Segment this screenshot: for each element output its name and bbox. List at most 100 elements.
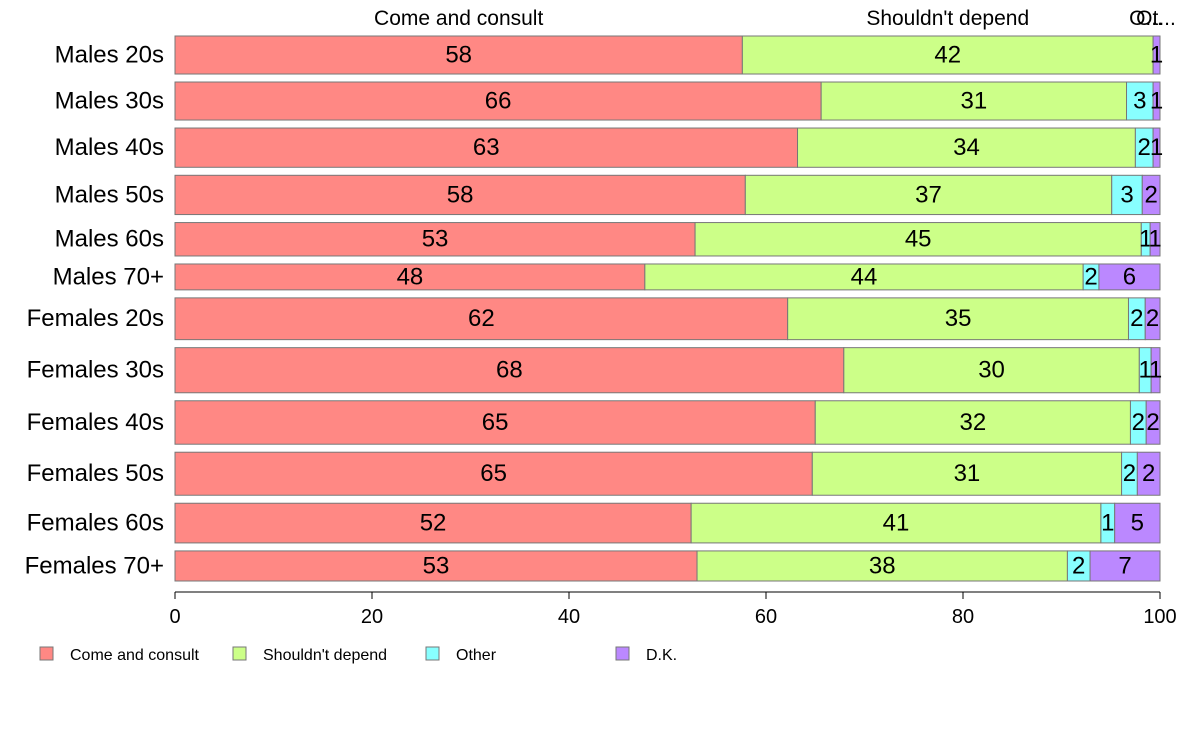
bar-segment bbox=[174, 347, 845, 394]
value-label: 2 bbox=[1084, 263, 1097, 290]
value-label: 68 bbox=[496, 357, 523, 384]
category-label: Females 60s bbox=[27, 509, 164, 536]
value-label: 30 bbox=[978, 357, 1005, 384]
value-label: 2 bbox=[1146, 409, 1159, 436]
category-label: Males 30s bbox=[55, 87, 164, 114]
value-label: 42 bbox=[934, 41, 961, 68]
category-label: Males 20s bbox=[55, 41, 164, 68]
x-tick-label: 0 bbox=[169, 606, 180, 628]
x-tick-label: 60 bbox=[755, 606, 777, 628]
bar-segment bbox=[1145, 400, 1161, 445]
bar-segment bbox=[811, 451, 1123, 496]
legend-swatch bbox=[615, 646, 630, 661]
legend-swatch bbox=[39, 646, 54, 661]
bar-segment bbox=[174, 222, 696, 257]
value-label: 66 bbox=[485, 87, 512, 114]
value-label: 2 bbox=[1142, 460, 1155, 487]
bar-segment bbox=[174, 400, 816, 445]
value-label: 63 bbox=[473, 134, 500, 161]
x-tick-label: 40 bbox=[558, 606, 580, 628]
bar-segment bbox=[174, 127, 799, 168]
legend-label: Other bbox=[456, 647, 497, 664]
value-label: 58 bbox=[447, 181, 474, 208]
legend-swatch bbox=[425, 646, 440, 661]
category-label: Males 50s bbox=[55, 181, 164, 208]
bar-segment bbox=[1141, 174, 1161, 216]
bar-segment bbox=[174, 35, 743, 75]
value-label: 1 bbox=[1150, 41, 1163, 68]
bar-segment bbox=[744, 174, 1113, 216]
value-label: 5 bbox=[1131, 509, 1144, 536]
value-label: 65 bbox=[480, 460, 507, 487]
bar-segment bbox=[1152, 127, 1161, 168]
series-top-label: Come and consult bbox=[374, 7, 543, 30]
bar-segment bbox=[797, 127, 1136, 168]
value-label: 2 bbox=[1072, 552, 1085, 579]
bar-segment bbox=[174, 174, 746, 216]
value-label: 2 bbox=[1123, 460, 1136, 487]
legend-swatch bbox=[232, 646, 247, 661]
value-label: 45 bbox=[905, 226, 932, 253]
value-label: 2 bbox=[1138, 134, 1151, 161]
value-label: 53 bbox=[423, 552, 450, 579]
value-label: 44 bbox=[851, 263, 878, 290]
bar-segment bbox=[174, 550, 698, 582]
x-tick-label: 80 bbox=[952, 606, 974, 628]
value-label: 48 bbox=[397, 263, 424, 290]
category-label: Males 40s bbox=[55, 134, 164, 161]
bar-segment bbox=[843, 347, 1140, 394]
legend-label: D.K. bbox=[646, 647, 677, 664]
legend-label: Come and consult bbox=[70, 647, 200, 664]
bar-segment bbox=[1089, 550, 1161, 582]
category-label: Females 40s bbox=[27, 409, 164, 436]
value-label: 1 bbox=[1139, 357, 1152, 384]
category-label: Males 70+ bbox=[53, 263, 164, 290]
legend-label: Shouldn't depend bbox=[263, 647, 387, 664]
value-label: 65 bbox=[482, 409, 509, 436]
bar-segment bbox=[1114, 502, 1161, 544]
bar-segment bbox=[690, 502, 1102, 544]
value-label: 53 bbox=[422, 226, 449, 253]
value-label: 7 bbox=[1118, 552, 1131, 579]
bar-segment bbox=[1126, 81, 1154, 121]
value-label: 52 bbox=[420, 509, 447, 536]
bar-segment bbox=[1152, 35, 1161, 75]
value-label: 1 bbox=[1139, 226, 1152, 253]
value-label: 2 bbox=[1144, 181, 1157, 208]
bar-segment bbox=[1149, 222, 1161, 257]
value-label: 1 bbox=[1101, 509, 1114, 536]
bar-segment bbox=[1150, 347, 1161, 394]
value-label: 6 bbox=[1123, 263, 1136, 290]
bar-segment bbox=[174, 502, 692, 544]
value-label: 2 bbox=[1146, 305, 1159, 332]
value-label: 2 bbox=[1132, 409, 1145, 436]
category-label: Males 60s bbox=[55, 226, 164, 253]
value-label: 1 bbox=[1150, 134, 1163, 161]
category-label: Females 30s bbox=[27, 357, 164, 384]
bar-segment bbox=[741, 35, 1154, 75]
value-label: 1 bbox=[1148, 226, 1161, 253]
series-top-label: O... bbox=[1129, 7, 1163, 30]
value-label: 41 bbox=[883, 509, 910, 536]
value-label: 1 bbox=[1150, 87, 1163, 114]
value-label: 31 bbox=[960, 87, 987, 114]
category-label: Females 20s bbox=[27, 305, 164, 332]
bar-segment bbox=[644, 263, 1084, 291]
value-label: 37 bbox=[915, 181, 942, 208]
value-label: 35 bbox=[945, 305, 972, 332]
value-label: 62 bbox=[468, 305, 495, 332]
value-label: 32 bbox=[959, 409, 986, 436]
value-label: 58 bbox=[445, 41, 472, 68]
value-label: 3 bbox=[1133, 87, 1146, 114]
bar-segment bbox=[1144, 297, 1161, 341]
series-top-label: Shouldn't depend bbox=[866, 7, 1029, 30]
bar-segment bbox=[1098, 263, 1161, 291]
bar-segment bbox=[694, 222, 1142, 257]
category-label: Females 50s bbox=[27, 460, 164, 487]
bar-segment bbox=[174, 451, 813, 496]
series-top-label: Ot... bbox=[1136, 7, 1176, 30]
bar-segment bbox=[1136, 451, 1161, 496]
bar-segment bbox=[814, 400, 1131, 445]
value-label: 38 bbox=[869, 552, 896, 579]
